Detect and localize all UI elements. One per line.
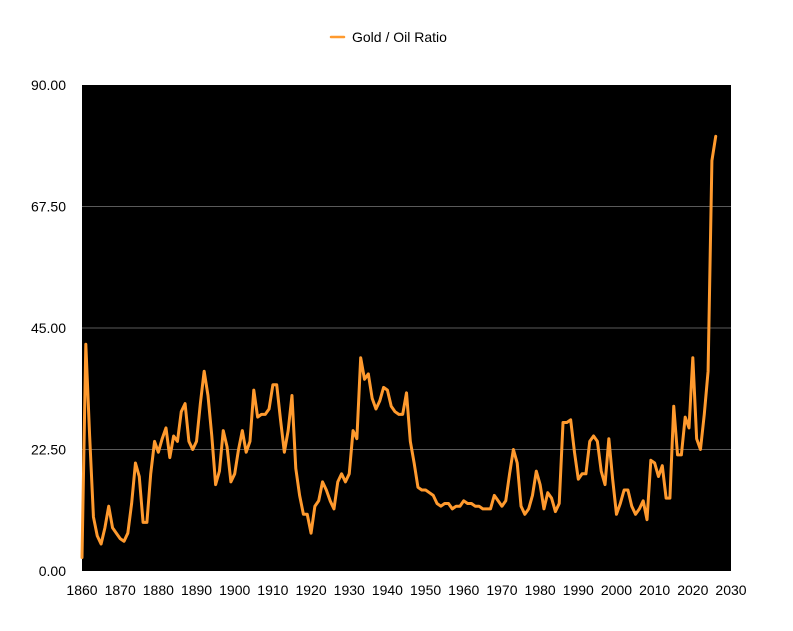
x-tick-label: 1990 (563, 582, 594, 598)
x-tick-label: 1880 (143, 582, 174, 598)
legend: Gold / Oil Ratio (329, 29, 447, 45)
x-tick-label: 1920 (295, 582, 326, 598)
x-tick-label: 1970 (486, 582, 517, 598)
y-tick-label: 45.00 (31, 320, 66, 336)
y-tick-label: 67.50 (31, 199, 66, 215)
legend-label: Gold / Oil Ratio (352, 29, 447, 45)
series-group (80, 134, 718, 559)
y-tick-label: 90.00 (31, 77, 66, 93)
x-tick-label: 1890 (181, 582, 212, 598)
y-axis-ticks: 0.00 22.50 45.00 67.50 90.00 (31, 77, 66, 579)
x-tick-label: 1900 (219, 582, 250, 598)
x-tick-label: 2030 (715, 582, 746, 598)
x-tick-label: 2010 (639, 582, 670, 598)
x-tick-label: 1910 (257, 582, 288, 598)
x-tick-label: 1860 (66, 582, 97, 598)
x-tick-label: 1980 (525, 582, 556, 598)
y-tick-label: 0.00 (39, 563, 66, 579)
y-tick-label: 22.50 (31, 442, 66, 458)
x-tick-label: 1950 (410, 582, 441, 598)
x-tick-label: 1870 (105, 582, 136, 598)
x-axis-ticks: 1860 1870 1880 1890 1900 1910 1920 1930 1940 1950… (66, 582, 746, 598)
x-tick-label: 1930 (334, 582, 365, 598)
x-tick-label: 1940 (372, 582, 403, 598)
series-line (80, 134, 718, 559)
x-tick-label: 1960 (448, 582, 479, 598)
gridlines (82, 206, 731, 450)
x-tick-label: 2020 (677, 582, 708, 598)
x-tick-label: 2000 (601, 582, 632, 598)
